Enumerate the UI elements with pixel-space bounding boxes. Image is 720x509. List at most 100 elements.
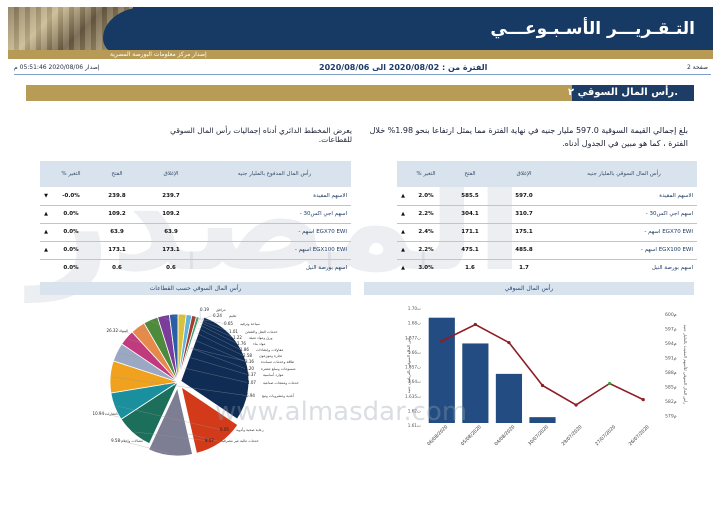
change-cell: 3.0%: [418, 265, 434, 272]
change-cell: 2.4%: [409, 223, 443, 242]
col-open: الفتح: [443, 161, 497, 187]
open-cell: 585.5: [443, 187, 497, 206]
page-number: صفحة 2: [687, 64, 708, 71]
row-name: اسهم بورصة النيل: [305, 265, 347, 272]
pie-chart-header: رأس المال السوقي حسب القطاعات: [40, 282, 351, 295]
slice-value: 3.37: [247, 372, 256, 377]
change-cell: 2.2%: [409, 205, 443, 224]
table-row: ▲ 0.0% 63.9 63.9- اسهم EGX70 EWI: [40, 223, 351, 242]
slice-value: 1.86: [240, 347, 249, 352]
row-name: - اسهم اجي اكس30: [198, 205, 351, 224]
watermark-url: www.almasdar.com: [215, 397, 468, 427]
x-tick-label: 04/08/2020: [493, 424, 516, 447]
slice-value: 1.76: [237, 341, 246, 346]
slice-value: 3.16: [245, 359, 254, 364]
trend-arrow-icon: ▲: [397, 205, 409, 224]
open-cell: 171.1: [443, 223, 497, 242]
col-close: الإغلاق: [144, 161, 198, 187]
table-row: ▲ 0.0% 109.2 109.2- اسهم اجي اكس30: [40, 205, 351, 224]
bar-line-chart: 1.70ت 1.68ت 1.677ت 1.66ت 1.657ت 1.64ت 1.635ت 1.…: [405, 306, 688, 447]
slice-value: 8.07: [205, 438, 214, 443]
y-tick-label: 1.657ت: [405, 365, 421, 370]
col-name: رأس المال السوقي بالمليار جنيه: [551, 161, 697, 187]
slice-label: خدمات مالية غير مصرفية: [221, 439, 259, 443]
pie-slice: [148, 386, 194, 457]
y2-tick-label: 579م: [665, 414, 677, 420]
table-row: ▲ 2.2% 475.1 485.8- اسهم EGX100 EWI: [397, 241, 697, 260]
divider: [14, 74, 711, 75]
slice-label: سياحة وترفيه: [240, 322, 260, 326]
slice-value: 3.20: [245, 366, 254, 371]
x-tick-label: 27/07/2020: [594, 424, 617, 447]
table-row: 0.0% 0.6 0.6 اسهم بورصة النيل: [40, 259, 351, 277]
y-tick-label: 1.68ت: [408, 321, 421, 326]
change-cell: 2.0%: [409, 187, 443, 206]
slice-value: 2.58: [243, 353, 252, 358]
slice-value: 0.65: [224, 321, 233, 326]
row-name: الاسهم المقيدة: [551, 187, 697, 206]
banner-gold-stripe: [8, 50, 713, 59]
close-cell: 63.9: [144, 223, 198, 242]
slice-value: 10.94: [93, 411, 105, 416]
report-subtitle: إصدار مركز معلومات البورصة المصرية: [110, 51, 207, 58]
sector-pie-chart: 26.32 البنوك 10.94 العقارات 9.58 اتصالات وإعل…: [93, 307, 299, 457]
slice-label: البنوك: [119, 329, 128, 333]
y-tick-label: 1.635ت: [405, 394, 421, 399]
report-title: التـقـريـــر الأسـبـوعـــي: [490, 19, 695, 39]
trend-arrow-icon: ▲: [397, 241, 409, 260]
bar: [495, 373, 523, 423]
slice-value: 6.05: [220, 427, 229, 432]
leader-line: [197, 318, 225, 324]
y2-tick-label: 597م: [665, 327, 677, 333]
open-cell: 0.6: [112, 265, 122, 272]
trend-arrow-icon: ▲: [40, 205, 52, 224]
table-row: ▲ 2.2% 304.1 310.7- اسهم اجي اكس30: [397, 205, 697, 224]
slice-value: 26.32: [107, 328, 119, 333]
open-cell: 239.8: [90, 187, 144, 206]
open-cell: 173.1: [90, 241, 144, 260]
slice-value: 9.58: [111, 438, 120, 443]
market-cap-table: % التغير الفتح الإغلاق رأس المال السوقي …: [397, 161, 697, 277]
col-name: رأس المال المدفوع بالمليار جنيه: [198, 161, 351, 187]
open-cell: 304.1: [443, 205, 497, 224]
slice-label: مقاولات وإنشاءات: [256, 348, 283, 353]
change-cell: 0.0%: [63, 265, 79, 272]
table-row: ▼ -0.0% 239.8 239.7 الاسهم المقيدة: [40, 187, 351, 206]
open-cell: 109.2: [90, 205, 144, 224]
y2-axis-title: رأس المال السوقي للأسهم المقيدة بالمليار…: [683, 325, 688, 405]
change-cell: -0.0%: [52, 187, 90, 206]
line-point: [574, 403, 578, 407]
row-name: - اسهم EGX100 EWI: [198, 241, 351, 260]
row-name: - اسهم EGX100 EWI: [551, 241, 697, 260]
y2-tick-label: 600م: [665, 312, 677, 318]
row-name: الاسهم المقيدة: [198, 187, 351, 206]
y2-tick-label: 594م: [665, 341, 677, 347]
line-point: [540, 383, 545, 388]
y2-tick-label: 585م: [665, 385, 677, 391]
row-name: - اسهم اجي اكس30: [551, 205, 697, 224]
y2-tick-label: 582م: [665, 399, 677, 405]
x-tick-label: 26/07/2020: [628, 424, 651, 447]
table-row: ▲ 2.0% 585.5 597.0 الاسهم المقيدة: [397, 187, 697, 206]
trend-arrow-icon: ▲: [397, 223, 409, 242]
section-bar: [26, 85, 694, 101]
bar: [462, 343, 489, 423]
close-cell: 173.1: [144, 241, 198, 260]
table-row: ▲ 2.4% 171.1 175.1- اسهم EGX70 EWI: [397, 223, 697, 242]
slice-label: ورق ومواد تعبئة: [249, 336, 273, 340]
change-cell: 2.2%: [409, 241, 443, 260]
col-open: الفتح: [90, 161, 144, 187]
line-point: [641, 398, 645, 402]
trend-arrow-icon: ▲: [40, 223, 52, 242]
slice-label: طاقة وخدمات مساندة: [261, 360, 294, 364]
open-cell: 63.9: [90, 223, 144, 242]
close-cell: 597.0: [497, 187, 551, 206]
y-tick-label: 1.677ت: [405, 335, 421, 340]
section-number: ٢.: [568, 87, 678, 98]
open-cell: 475.1: [443, 241, 497, 260]
slice-label: العقارات: [105, 412, 118, 416]
close-cell: 0.6: [166, 265, 176, 272]
table-row: ▲ 3.0% 1.6 1.7 اسهم بورصة النيل: [397, 259, 697, 277]
pie-intro-paragraph: يعرض المخطط الدائري أدناه إجماليات رأس ا…: [170, 126, 352, 144]
